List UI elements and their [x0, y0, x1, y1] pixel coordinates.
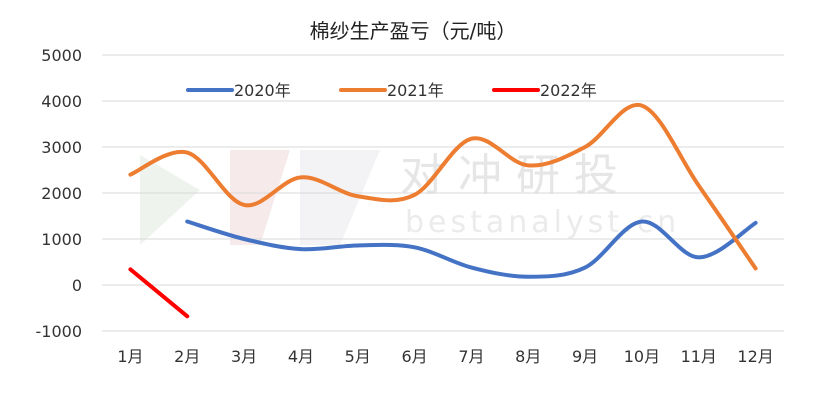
series-line-2021 — [128, 102, 758, 271]
x-tick-label: 3月 — [231, 347, 257, 366]
y-tick-label: 1000 — [41, 230, 82, 249]
chart-title: 棉纱生产盈亏（元/吨） — [310, 19, 517, 43]
gridlines — [102, 54, 784, 332]
x-tick-label: 5月 — [345, 347, 371, 366]
x-tick-label: 7月 — [458, 347, 484, 366]
x-tick-label: 11月 — [681, 347, 717, 366]
y-tick-label: 3000 — [41, 138, 82, 157]
x-tick-label: 8月 — [515, 347, 541, 366]
x-tick-label: 1月 — [117, 347, 143, 366]
x-tick-label: 4月 — [288, 347, 314, 366]
x-tick-label: 10月 — [624, 347, 660, 366]
y-tick-label: 0 — [72, 276, 82, 295]
legend-label: 2021年 — [387, 81, 444, 100]
series-lines — [128, 102, 758, 319]
x-tick-label: 9月 — [572, 347, 598, 366]
watermark-logo-left — [140, 155, 200, 245]
legend-label: 2020年 — [234, 81, 291, 100]
y-tick-label: 5000 — [41, 46, 82, 65]
x-tick-label: 6月 — [401, 347, 427, 366]
watermark-subtext: bestanalyst.cn — [405, 205, 680, 240]
legend: 2020年 2021年 2022年 — [186, 81, 597, 100]
x-tick-label: 12月 — [737, 347, 773, 366]
y-tick-label: 2000 — [41, 184, 82, 203]
x-tick-label: 2月 — [174, 347, 200, 366]
y-tick-label: -1000 — [36, 322, 83, 341]
y-axis-ticks: 5000 4000 3000 2000 1000 0 -1000 — [36, 46, 83, 341]
watermark-logo-mid — [230, 150, 290, 245]
y-tick-label: 4000 — [41, 92, 82, 111]
legend-label: 2022年 — [540, 81, 597, 100]
watermark-logo-right — [300, 150, 380, 245]
series-line-2020 — [185, 219, 758, 279]
series-line-2022 — [128, 267, 190, 319]
x-axis-ticks: 1月 2月 3月 4月 5月 6月 7月 8月 9月 10月 11月 12月 — [117, 347, 773, 366]
